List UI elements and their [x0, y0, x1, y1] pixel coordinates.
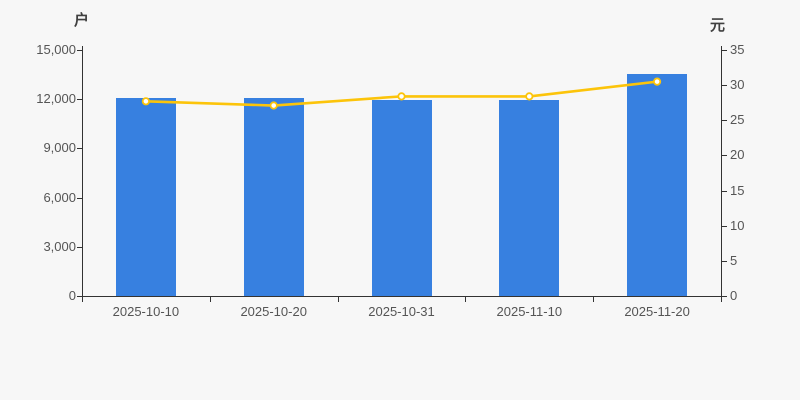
left-y-tick: [77, 197, 82, 199]
x-axis-label: 2025-11-20: [624, 304, 690, 319]
bar: [627, 74, 688, 296]
left-axis-title: 户: [74, 12, 90, 29]
right-y-tick: [722, 225, 727, 227]
bar: [243, 97, 304, 296]
line-point: [652, 77, 662, 86]
right-y-axis-line: [721, 46, 722, 297]
x-axis-label: 2025-11-10: [496, 304, 563, 319]
x-axis-tick: [593, 297, 595, 302]
right-y-tick: [722, 120, 727, 122]
left-y-axis-line: [82, 46, 83, 297]
bar: [115, 98, 176, 296]
right-y-tick-label: 20: [730, 147, 745, 163]
left-y-tick: [77, 148, 82, 150]
left-y-tick-label: 6,000: [43, 189, 76, 205]
x-axis-label: 2025-10-31: [368, 304, 435, 319]
left-y-tick: [77, 296, 82, 297]
left-y-tick: [77, 246, 82, 248]
left-y-tick-label: 15,000: [36, 42, 76, 57]
x-axis-label: 2025-10-10: [112, 304, 180, 319]
x-axis-tick: [337, 297, 339, 302]
left-y-tick: [77, 50, 82, 51]
right-y-tick-label: 30: [730, 77, 745, 93]
line-point: [397, 92, 406, 101]
line-point: [525, 92, 534, 101]
line-point: [269, 101, 278, 110]
bar: [499, 100, 560, 296]
x-axis-tick: [82, 297, 83, 302]
x-axis-label: 2025-10-20: [240, 304, 307, 319]
right-y-tick-label: 35: [730, 42, 745, 57]
right-y-tick: [722, 260, 727, 262]
right-axis-title: 元: [710, 17, 726, 34]
right-y-tick-label: 25: [730, 112, 745, 128]
left-y-tick: [77, 99, 82, 101]
x-axis-tick: [209, 297, 211, 302]
right-y-tick-label: 5: [730, 252, 738, 268]
left-y-tick-label: 12,000: [36, 91, 76, 107]
x-axis-tick: [721, 297, 722, 302]
line-point: [141, 97, 150, 106]
left-y-tick-label: 3,000: [43, 238, 76, 254]
right-y-tick: [722, 296, 727, 297]
bar: [371, 99, 432, 296]
right-y-tick-label: 0: [730, 288, 738, 303]
right-y-tick: [722, 50, 727, 51]
right-y-tick-label: 15: [730, 182, 745, 198]
left-y-tick-label: 0: [68, 288, 76, 303]
x-axis-line: [82, 296, 722, 297]
left-y-tick-label: 9,000: [43, 140, 76, 156]
right-y-tick-label: 10: [730, 217, 745, 233]
right-y-tick: [722, 190, 727, 192]
right-y-tick: [722, 85, 727, 87]
right-y-tick: [722, 155, 727, 157]
x-axis-tick: [465, 297, 467, 302]
